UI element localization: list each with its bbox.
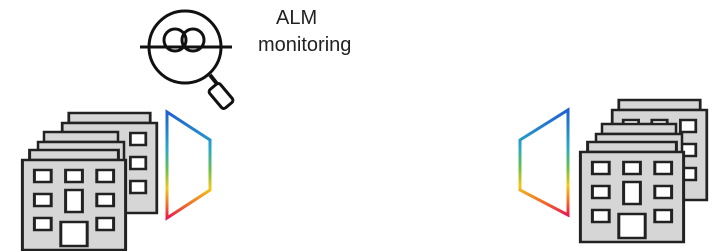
multiplexer bbox=[520, 110, 568, 215]
multiplexer bbox=[167, 112, 210, 218]
buildings-right bbox=[580, 100, 706, 242]
magnifier-icon bbox=[140, 11, 234, 110]
diagram: ALM monitoring bbox=[0, 0, 718, 251]
label-line: ALM bbox=[276, 7, 317, 29]
buildings-left bbox=[22, 113, 156, 250]
label-line: monitoring bbox=[258, 34, 351, 56]
